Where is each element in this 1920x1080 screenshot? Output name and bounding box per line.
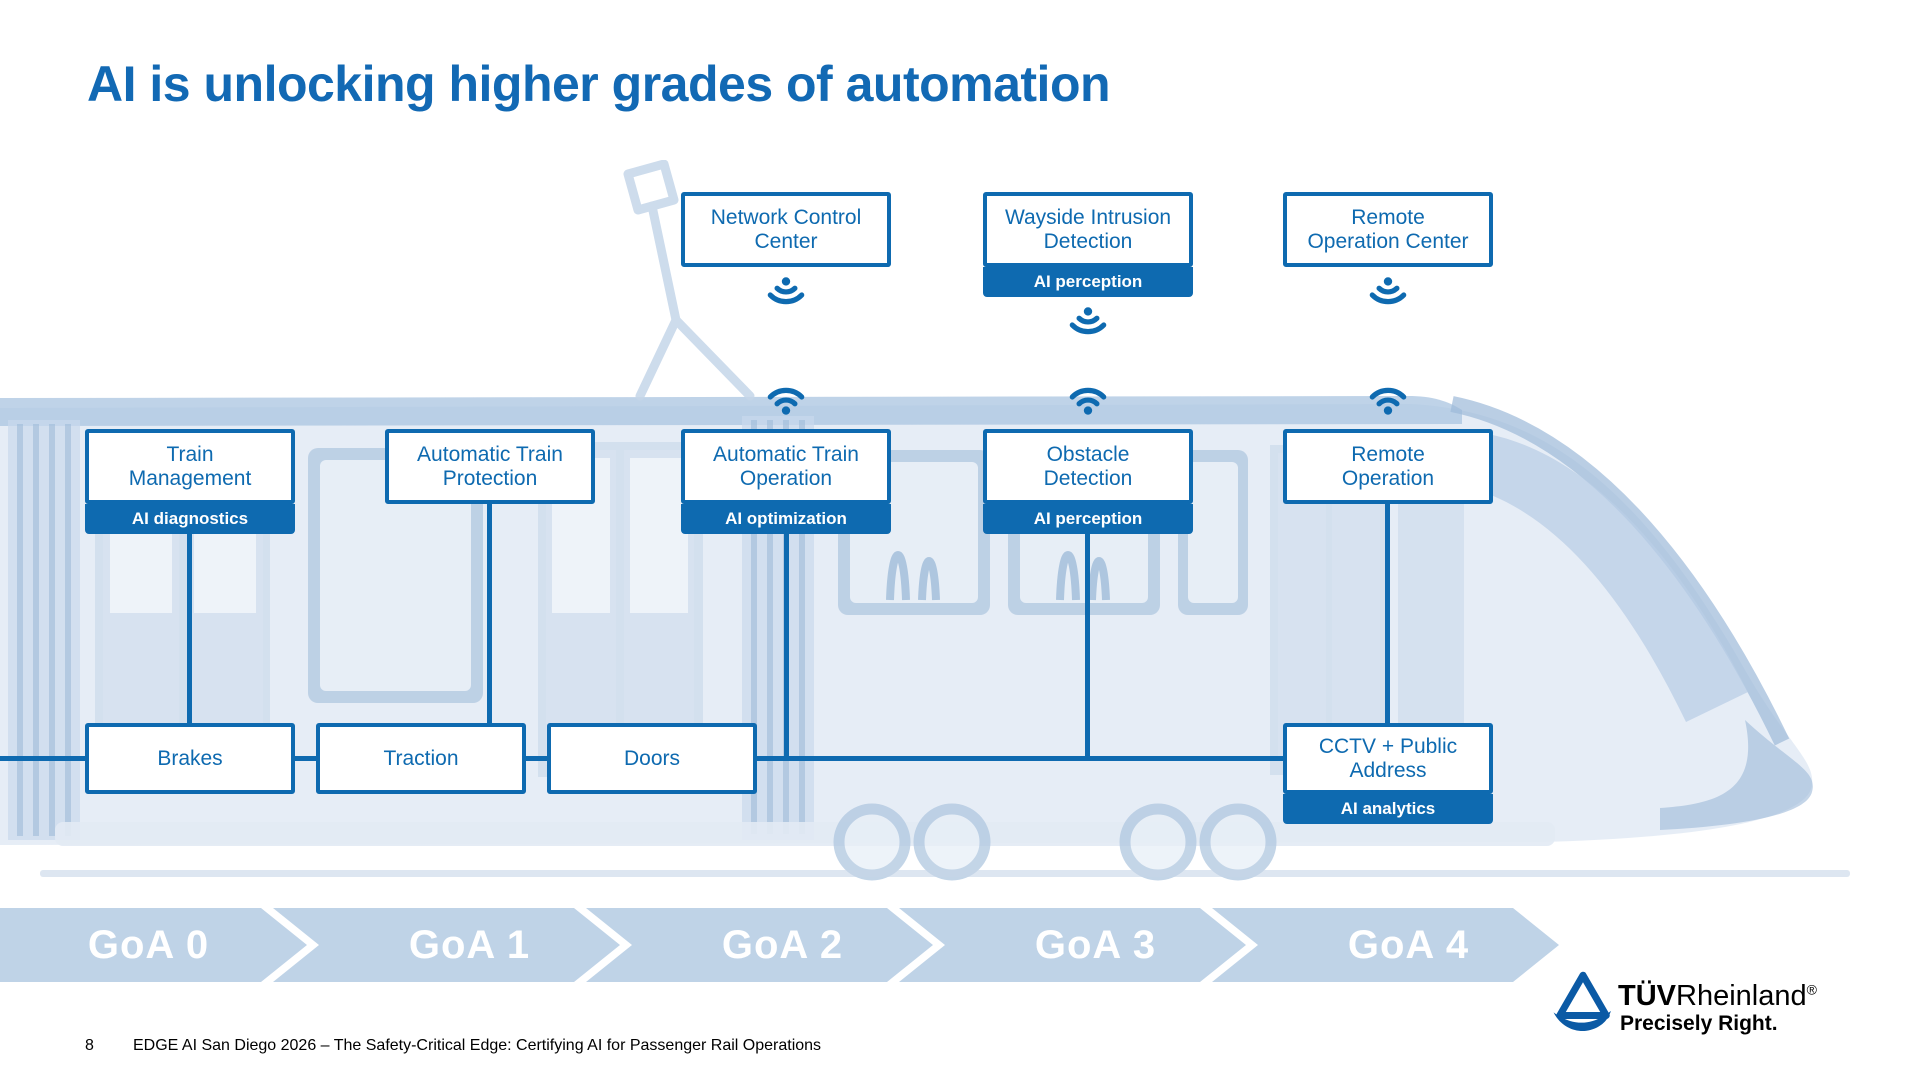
node-label: Brakes [157,746,223,770]
node-box: Train Management [85,429,295,504]
node-box: Automatic Train Operation [681,429,891,504]
connector-atp-traction [487,502,492,727]
connector-obstacle-bus [1085,532,1090,759]
node-label: Train Management [128,442,252,490]
goa-progression-band: GoA 0 GoA 1 GoA 2 GoA 3 GoA 4 [0,908,1920,982]
connector-ato-bus [784,532,789,759]
node-obstacle-detection: Obstacle Detection AI perception [983,429,1193,534]
node-cctv-public-address: CCTV + Public Address AI analytics [1283,723,1493,824]
node-doors: Doors [547,723,757,794]
ai-capability-tag: AI diagnostics [85,504,295,534]
node-box: Traction [316,723,526,794]
node-label: Doors [623,746,681,770]
node-label: CCTV + Public Address [1318,734,1458,782]
ai-capability-tag: AI analytics [1283,794,1493,824]
wifi-up-icon [767,387,805,415]
goa-label: GoA 3 [1034,922,1157,967]
node-traction: Traction [316,723,526,794]
node-box: CCTV + Public Address [1283,723,1493,794]
node-label: Remote Operation [1341,442,1435,490]
goa-chevron-0: GoA 0 [0,908,307,982]
node-box: Doors [547,723,757,794]
node-label: Network Control Center [710,205,862,253]
pantograph-illustration [623,160,755,401]
tuv-triangle-icon [1553,971,1611,1032]
logo-tuv: TÜV [1618,980,1676,1012]
node-remote-operation: Remote Operation [1283,429,1493,504]
wifi-down-icon [1069,307,1107,335]
page-title: AI is unlocking higher grades of automat… [87,56,1111,112]
node-remote-operation-center: Remote Operation Center [1283,192,1493,267]
node-automatic-train-protection: Automatic Train Protection [385,429,595,504]
node-brakes: Brakes [85,723,295,794]
connector-train-management-brakes [187,532,192,727]
goa-label: GoA 0 [87,922,210,967]
ai-capability-tag: AI perception [983,267,1193,297]
node-label: Obstacle Detection [1043,442,1133,490]
node-box: Automatic Train Protection [385,429,595,504]
node-box: Remote Operation [1283,429,1493,504]
bus-line-doors-cctv [754,756,1286,761]
goa-chevron-4: GoA 4 [1212,908,1559,982]
node-label: Automatic Train Operation [713,442,859,490]
node-label: Remote Operation Center [1307,205,1469,253]
node-box: Brakes [85,723,295,794]
logo-tagline: Precisely Right. [1620,1012,1778,1035]
registered-mark: ® [1806,981,1817,998]
goa-label: GoA 4 [1347,922,1470,967]
node-network-control-center: Network Control Center [681,192,891,267]
goa-chevron-1: GoA 1 [273,908,620,982]
goa-label: GoA 1 [408,922,531,967]
bus-line-left-edge [0,756,88,761]
wifi-up-icon [1069,387,1107,415]
node-box: Network Control Center [681,192,891,267]
goa-chevron-2: GoA 2 [586,908,933,982]
node-box: Obstacle Detection [983,429,1193,504]
logo-rheinland: Rheinland [1676,980,1807,1012]
page-number: 8 [85,1037,94,1054]
ai-capability-tag: AI optimization [681,504,891,534]
node-box: Remote Operation Center [1283,192,1493,267]
footer-text: EDGE AI San Diego 2026 – The Safety-Crit… [133,1037,822,1054]
node-wayside-intrusion-detection: Wayside Intrusion Detection AI perceptio… [983,192,1193,297]
wifi-down-icon [1369,277,1407,305]
node-label: Traction [383,746,459,770]
node-label: Wayside Intrusion Detection [1004,205,1172,253]
connector-remote-cctv [1385,502,1390,727]
goa-label: GoA 2 [721,922,844,967]
logo-brand-text: TÜVRheinland® [1618,980,1817,1013]
wifi-down-icon [767,277,805,305]
node-box: Wayside Intrusion Detection [983,192,1193,267]
wifi-up-icon [1369,387,1407,415]
node-label: Automatic Train Protection [417,442,563,490]
node-train-management: Train Management AI diagnostics [85,429,295,534]
bus-line-brakes-traction [293,756,319,761]
goa-chevron-3: GoA 3 [899,908,1246,982]
node-automatic-train-operation: Automatic Train Operation AI optimizatio… [681,429,891,534]
tuv-rheinland-logo: TÜVRheinland® Precisely Right. [1552,964,1862,1054]
bus-line-traction-doors [524,756,550,761]
ai-capability-tag: AI perception [983,504,1193,534]
